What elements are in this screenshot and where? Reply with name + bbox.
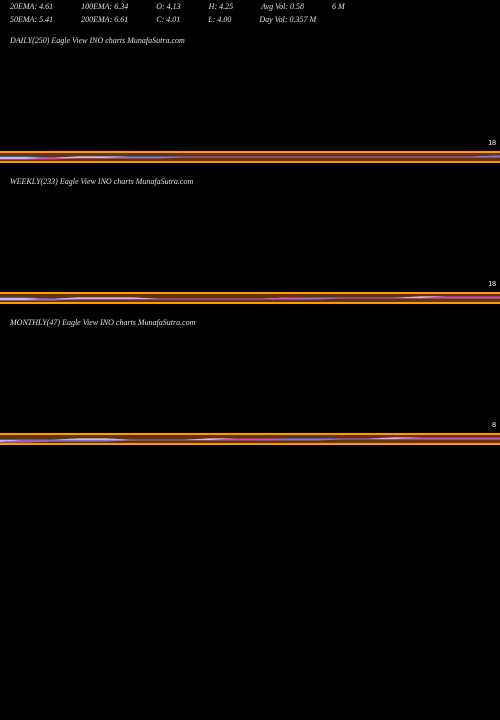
stats-row-1: 20EMA: 4.61 100EMA: 6.34 O: 4.13 H: 4.25… — [0, 0, 500, 13]
dayvol-label: Day Vol: 0.357 M — [259, 15, 316, 24]
low-label: L: 4.00 — [208, 15, 231, 24]
chart-svg — [0, 188, 500, 308]
chart-svg — [0, 329, 500, 609]
charts-container: DAILY(250) Eagle View INO charts MunafaS… — [0, 26, 500, 609]
stat-blank: 6 M — [332, 2, 345, 11]
chart-area: 8 — [0, 329, 500, 609]
stats-row-2: 50EMA: 5.41 200EMA: 6.61 C: 4.01 L: 4.00… — [0, 13, 500, 26]
chart-title: MONTHLY(47) Eagle View INO charts Munafa… — [0, 308, 500, 329]
chart-svg — [0, 47, 500, 167]
chart-title: WEEKLY(233) Eagle View INO charts Munafa… — [0, 167, 500, 188]
chart-block: WEEKLY(233) Eagle View INO charts Munafa… — [0, 167, 500, 308]
close-label: C: 4.01 — [156, 15, 180, 24]
avgvol-label: Avg Vol: 0.58 — [261, 2, 304, 11]
high-label: H: 4.25 — [209, 2, 233, 11]
chart-block: MONTHLY(47) Eagle View INO charts Munafa… — [0, 308, 500, 609]
ema20-label: 20EMA: 4.61 — [10, 2, 53, 11]
open-label: O: 4.13 — [156, 2, 180, 11]
y-tick-label: 18 — [488, 140, 496, 147]
ema50-label: 50EMA: 5.41 — [10, 15, 53, 24]
y-tick-label: 18 — [488, 281, 496, 288]
chart-title: DAILY(250) Eagle View INO charts MunafaS… — [0, 26, 500, 47]
chart-area: 18 — [0, 188, 500, 308]
chart-area: 18 — [0, 47, 500, 167]
ema200-label: 200EMA: 6.61 — [81, 15, 128, 24]
ema100-label: 100EMA: 6.34 — [81, 2, 128, 11]
chart-block: DAILY(250) Eagle View INO charts MunafaS… — [0, 26, 500, 167]
y-tick-label: 8 — [492, 422, 496, 429]
